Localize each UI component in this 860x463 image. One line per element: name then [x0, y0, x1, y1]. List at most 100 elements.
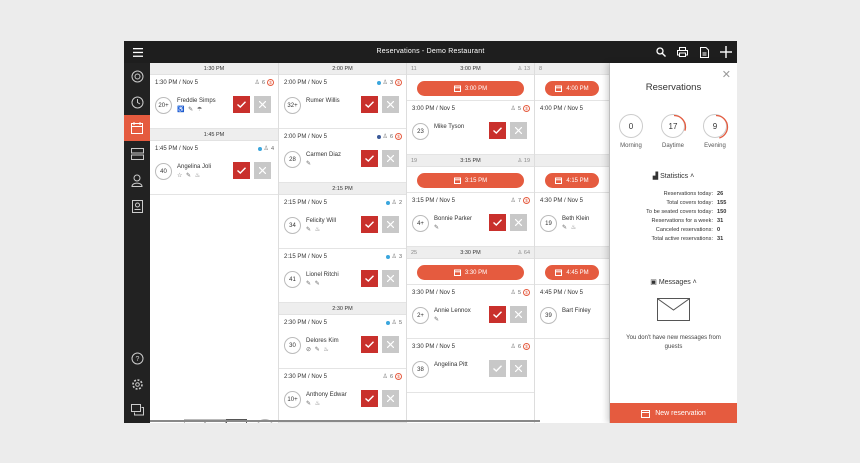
overview-icon[interactable]	[124, 63, 150, 89]
stat-gauge: 0	[619, 114, 645, 140]
add-slot-button[interactable]: 4:45 PM	[545, 265, 599, 280]
reject-button[interactable]	[254, 96, 271, 113]
accept-button[interactable]	[233, 162, 250, 179]
reject-button[interactable]	[510, 360, 527, 377]
reject-button[interactable]	[382, 270, 399, 287]
chat-icon[interactable]	[124, 397, 150, 423]
reservation-card[interactable]: 3:00 PM / Nov 5 ♙ 5 $23 Mike Tyson	[407, 101, 534, 155]
add-slot-button[interactable]: 3:30 PM	[417, 265, 524, 280]
reservation-card[interactable]: 1:30 PM / Nov 5 ♙ 6 $20+ Freddie Simps ♿ ✎ ☂	[150, 75, 278, 129]
accept-button[interactable]	[361, 96, 378, 113]
reservation-meta: ♙ 6 $	[376, 133, 402, 140]
time-header: 11 3:00 PM ♙ 13	[407, 63, 534, 75]
reservation-card[interactable]: 2:15 PM / Nov 5 ♙ 3 41 Lionel Ritchi ✎ ✎	[279, 249, 406, 303]
panel-title: Reservations	[645, 82, 702, 93]
guest-tags: ✎	[434, 317, 441, 323]
guest-tags: ☆ ✎ ♨	[177, 173, 202, 179]
no-messages-text: You don't have new messages from guests	[626, 335, 721, 350]
tables-icon[interactable]	[124, 141, 150, 167]
reservation-card[interactable]: 2:15 PM / Nov 5 ♙ 2 34 Felicity Will ✎ ♨	[279, 195, 406, 249]
reservation-card[interactable]: 3:15 PM / Nov 5 ♙ 7 $4+ Bonnie Parker ✎	[407, 193, 534, 247]
reservation-time: 3:30 PM / Nov 5	[412, 344, 456, 350]
add-slot-button[interactable]: 4:00 PM	[545, 81, 599, 96]
accept-button[interactable]	[361, 270, 378, 287]
accept-button[interactable]	[233, 96, 250, 113]
reservation-card[interactable]: 2:30 PM / Nov 5 ♙ 6 $10+ Anthony Edwar ✎ ♨	[279, 369, 406, 423]
guest-name: Delores Kim	[306, 338, 339, 344]
history-icon[interactable]	[124, 89, 150, 115]
search-icon[interactable]	[654, 45, 668, 59]
covers-circle: 40	[155, 163, 172, 180]
guest-name: Lionel Ritchi	[306, 272, 339, 278]
reservation-time: 4:45 PM / Nov 5	[540, 290, 584, 296]
time-header: 2:30 PM	[279, 303, 406, 315]
reject-button[interactable]	[510, 306, 527, 323]
accept-button[interactable]	[489, 360, 506, 377]
time-header	[535, 247, 609, 259]
person-icon: ♙	[382, 80, 388, 86]
covers-circle: 28	[284, 151, 301, 168]
covers-count: ♙ 13	[517, 65, 530, 72]
print-icon[interactable]	[675, 45, 689, 59]
reject-button[interactable]	[510, 122, 527, 139]
accept-button[interactable]	[489, 306, 506, 323]
time-label: 2:15 PM	[332, 185, 353, 192]
messages-header[interactable]: ▣ Messages ˄	[650, 279, 697, 286]
guest-tags: ✎ ✎	[306, 281, 321, 287]
accept-button[interactable]	[361, 216, 378, 233]
reservation-card[interactable]: 2:00 PM / Nov 5 ♙ 6 $28 Carmen Diaz ✎	[279, 129, 406, 183]
stat-value: 31	[717, 236, 724, 242]
person-icon: ♙	[510, 344, 516, 350]
gauge-value: 17	[668, 121, 678, 131]
reject-button[interactable]	[382, 150, 399, 167]
deposit-badge: $	[395, 79, 402, 86]
close-icon[interactable]: ✕	[721, 69, 731, 81]
reservation-card[interactable]: 3:30 PM / Nov 5 ♙ 5 $2+ Annie Lennox ✎	[407, 285, 534, 339]
reject-button[interactable]	[510, 214, 527, 231]
person-icon: ♙	[391, 254, 397, 260]
gauge-value: 9	[712, 121, 718, 131]
help-icon[interactable]: ?	[124, 345, 150, 371]
accept-button[interactable]	[489, 214, 506, 231]
add-slot-button[interactable]: 3:00 PM	[417, 81, 524, 96]
menu-icon[interactable]	[131, 45, 145, 59]
reservation-card[interactable]: 4:30 PM / Nov 5 19 Beth Klein ✎ ♨	[535, 193, 609, 247]
status-dot	[385, 320, 390, 325]
statistics-header[interactable]: ▟ Statistics ˄	[652, 173, 695, 180]
reservation-card[interactable]: 4:45 PM / Nov 5 39 Bart Finley	[535, 285, 609, 339]
deposit-badge: $	[523, 289, 530, 296]
settings-icon[interactable]	[124, 371, 150, 397]
add-icon[interactable]	[719, 45, 733, 59]
slot-time: 4:00 PM	[566, 85, 589, 92]
reservation-meta: ♙ 4	[257, 145, 274, 152]
add-slot-button[interactable]: 3:15 PM	[417, 173, 524, 188]
reject-button[interactable]	[382, 390, 399, 407]
accept-button[interactable]	[361, 336, 378, 353]
guest-name: Angelina Pitt	[434, 362, 468, 368]
accept-button[interactable]	[361, 150, 378, 167]
time-header: 8	[535, 63, 609, 75]
reject-button[interactable]	[254, 162, 271, 179]
export-icon[interactable]	[697, 45, 711, 59]
time-header: 1:45 PM	[150, 129, 278, 141]
reservation-card[interactable]: 4:00 PM / Nov 5	[535, 101, 609, 155]
add-slot-button[interactable]: 4:15 PM	[545, 173, 599, 188]
reservation-meta: ♙ 6 $	[511, 343, 530, 350]
guest-card-icon[interactable]	[124, 193, 150, 219]
reservation-time: 2:00 PM / Nov 5	[284, 80, 328, 86]
guests-icon[interactable]	[124, 167, 150, 193]
accept-button[interactable]	[489, 122, 506, 139]
calendar-icon[interactable]	[124, 115, 150, 141]
horizontal-scrollbar[interactable]	[150, 420, 540, 422]
guest-name: Rumer Willis	[306, 98, 340, 104]
reject-button[interactable]	[382, 216, 399, 233]
new-reservation-button[interactable]: New reservation	[610, 403, 737, 423]
reservation-card[interactable]: 3:30 PM / Nov 5 ♙ 6 $38 Angelina Pitt	[407, 339, 534, 393]
reservation-card[interactable]: 1:45 PM / Nov 5 ♙ 4 40 Angelina Joli ☆ ✎ ♨	[150, 141, 278, 195]
reject-button[interactable]	[382, 336, 399, 353]
reservation-card[interactable]: 2:30 PM / Nov 5 ♙ 5 30 Delores Kim ⊘ ✎ ♨	[279, 315, 406, 369]
reject-button[interactable]	[382, 96, 399, 113]
covers-circle: 30	[284, 337, 301, 354]
accept-button[interactable]	[361, 390, 378, 407]
reservation-card[interactable]: 2:00 PM / Nov 5 ♙ 3 $32+ Rumer Willis	[279, 75, 406, 129]
